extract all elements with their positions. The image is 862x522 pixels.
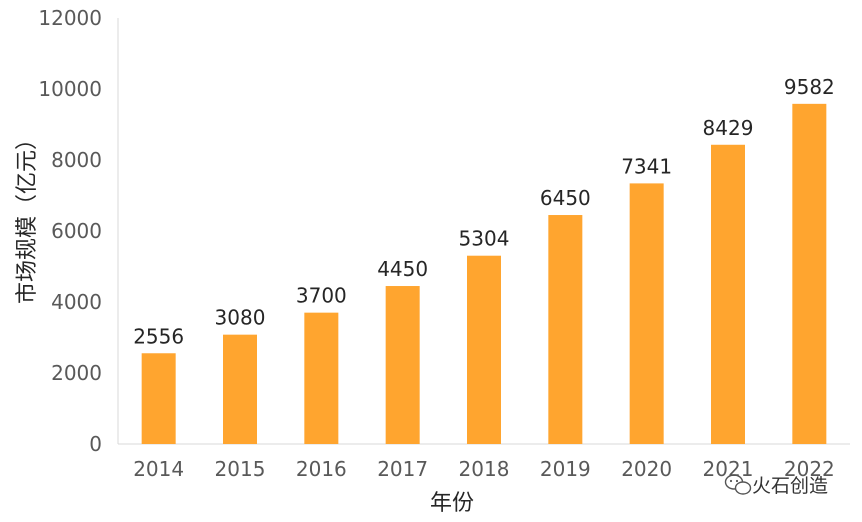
bar [792,103,827,445]
data-label: 4450 [377,257,428,281]
x-tick-label: 2014 [133,457,184,481]
x-axis-title: 年份 [430,491,474,516]
bar [711,144,745,444]
y-tick-label: 6000 [51,219,102,243]
x-tick-label: 2022 [784,457,835,481]
data-labels: 2556 3080 3700 4450 5304 6450 7341 8429 9582 [133,75,835,348]
x-tick-label: 2015 [215,457,266,481]
watermark-text: 火石创造 [752,475,828,497]
x-tick-label: 2018 [459,457,510,481]
data-label: 5304 [459,227,510,251]
x-tick-label: 2017 [377,457,428,481]
data-label: 3700 [296,284,347,308]
y-tick-label: 12000 [38,6,102,30]
x-tick-label: 2020 [621,457,672,481]
data-label: 2556 [133,324,184,348]
data-label: 3080 [215,306,266,330]
bar [223,334,257,444]
bar [141,353,176,444]
bar [304,312,339,444]
bar [467,255,501,444]
y-tick-label: 10000 [38,77,102,101]
data-label: 9582 [784,75,835,99]
bar [385,286,420,444]
data-label: 7341 [621,154,672,178]
bar [629,183,664,444]
data-label: 6450 [540,186,591,210]
y-tick-label: 2000 [51,361,102,385]
y-axis-title: 市场规模（亿元） [15,128,40,304]
data-label: 8429 [703,116,754,140]
y-tick-label: 8000 [51,148,102,172]
x-tick-label: 2019 [540,457,591,481]
y-tick-label: 4000 [51,290,102,314]
x-tick-label: 2016 [296,457,347,481]
y-axis-ticks: 0 2000 4000 6000 8000 10000 12000 [38,6,102,456]
x-axis-ticks: 2014 2015 2016 2017 2018 2019 2020 2021 2022 [133,457,835,481]
wechat-icon [724,474,752,495]
bar [548,215,583,444]
bar-series [141,103,827,445]
watermark: 火石创造 [724,474,828,497]
y-tick-label: 0 [89,432,102,456]
